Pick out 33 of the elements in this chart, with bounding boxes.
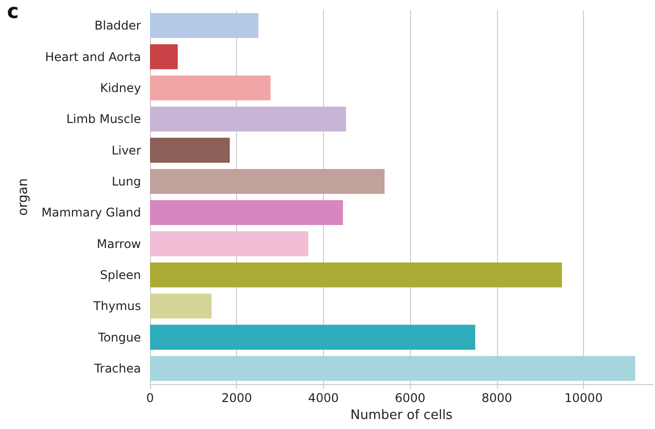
y-tick-label: Heart and Aorta (45, 50, 141, 64)
chart-title: c (7, 0, 19, 23)
x-tick-label: 0 (146, 391, 154, 405)
x-axis-title: Number of cells (350, 408, 453, 423)
bar (150, 200, 343, 226)
x-tick-label: 8000 (482, 391, 512, 405)
bar (150, 44, 178, 70)
y-axis-title: organ (16, 178, 31, 216)
y-tick-label: Bladder (94, 18, 142, 33)
x-tick-label: 6000 (394, 391, 426, 405)
bar (150, 356, 636, 381)
y-tick-label: Thymus (92, 299, 141, 314)
y-tick-label: Trachea (93, 361, 141, 376)
bar (150, 75, 271, 100)
y-tick-label: Mammary Gland (42, 206, 141, 220)
bar (150, 294, 212, 319)
x-tick-label: 2000 (221, 391, 252, 405)
bar (150, 138, 230, 163)
bar (150, 13, 258, 38)
y-tick-label: Spleen (100, 268, 141, 282)
bar (150, 231, 308, 256)
y-tick-label: Limb Muscle (66, 112, 141, 126)
y-tick-label: Liver (112, 143, 142, 158)
bar (150, 262, 562, 288)
y-tick-label: Kidney (100, 80, 141, 95)
x-tick-label: 4000 (308, 391, 339, 405)
bar (150, 106, 346, 132)
y-tick-label: Marrow (96, 236, 142, 251)
y-tick-label: Tongue (97, 330, 141, 344)
x-tick-label: 10000 (564, 391, 603, 405)
y-tick-label: Lung (112, 174, 141, 188)
bar (150, 168, 385, 194)
bar (150, 324, 476, 350)
